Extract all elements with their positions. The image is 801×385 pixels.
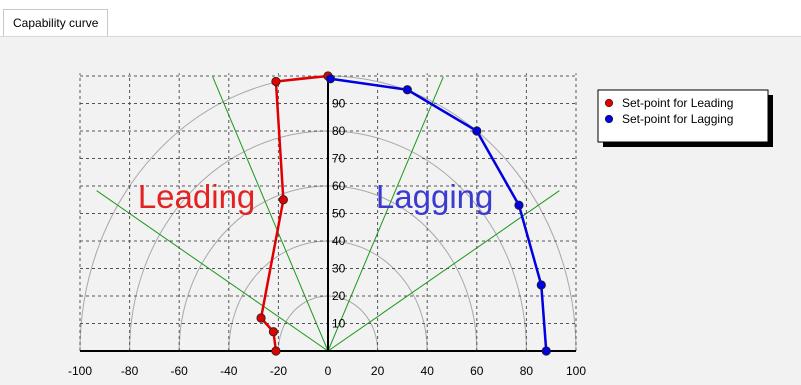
x-tick-label: 80: [520, 364, 534, 378]
lagging-setpoint: [472, 126, 482, 136]
legend-label: Set-point for Lagging: [622, 112, 733, 126]
y-tick-label: 50: [332, 207, 346, 221]
power-factor-ray: [212, 76, 329, 352]
legend-box: [597, 89, 769, 143]
x-tick-label: -80: [121, 364, 139, 378]
tab-divider: [0, 36, 801, 37]
y-tick-label: 20: [332, 289, 346, 303]
tab-capability-curve[interactable]: Capability curve: [3, 9, 109, 36]
power-factor-ray: [96, 190, 329, 352]
y-tick-label: 90: [332, 97, 346, 111]
power-factor-ray: [327, 190, 560, 352]
legend: Set-point for Leading Set-point for Laggi…: [597, 89, 773, 147]
region-labels: Leading Lagging: [138, 178, 494, 215]
y-tick-label: 70: [332, 152, 346, 166]
x-tick-label: 100: [566, 364, 586, 378]
tab-strip: Capability curve: [0, 0, 801, 36]
green-rays: [96, 76, 560, 352]
leading-setpoint: [256, 313, 266, 323]
x-tick-label: -100: [68, 364, 92, 378]
x-tick-label: -40: [220, 364, 238, 378]
tick-labels: -100 -80 -60 -40 -20 0 20 40 60 80 100 10 20 30 40 50 60…: [68, 97, 586, 379]
x-tick-label: -20: [270, 364, 288, 378]
lagging-setpoint: [514, 200, 524, 210]
lagging-region-label: Lagging: [376, 178, 493, 215]
legend-marker: [604, 114, 614, 124]
series-line: [330, 77, 548, 352]
axes: [80, 73, 576, 352]
x-tick-label: 60: [470, 364, 484, 378]
x-tick-label: 20: [371, 364, 385, 378]
lagging-setpoint: [541, 346, 551, 356]
lagging-setpoint: [402, 85, 412, 95]
y-tick-label: 30: [332, 262, 346, 276]
leading-region-label: Leading: [138, 178, 255, 215]
y-tick-label: 80: [332, 124, 346, 138]
legend-label: Set-point for Leading: [622, 96, 733, 110]
leading-setpoint: [278, 195, 288, 205]
lagging-setpoint: [536, 280, 546, 290]
legend-marker: [604, 98, 614, 108]
x-tick-label: -60: [171, 364, 189, 378]
lagging-setpoint: [325, 74, 336, 84]
y-tick-label: 10: [332, 317, 346, 331]
leading-setpoint: [271, 346, 281, 356]
y-tick-label: 40: [332, 234, 346, 248]
x-tick-label: 40: [421, 364, 435, 378]
x-tick-label: 0: [325, 364, 332, 378]
power-factor-ray: [327, 76, 444, 352]
series-lines: [256, 71, 551, 356]
leading-setpoint: [268, 327, 279, 337]
leading-setpoint: [271, 76, 281, 87]
y-tick-label: 60: [332, 179, 346, 193]
